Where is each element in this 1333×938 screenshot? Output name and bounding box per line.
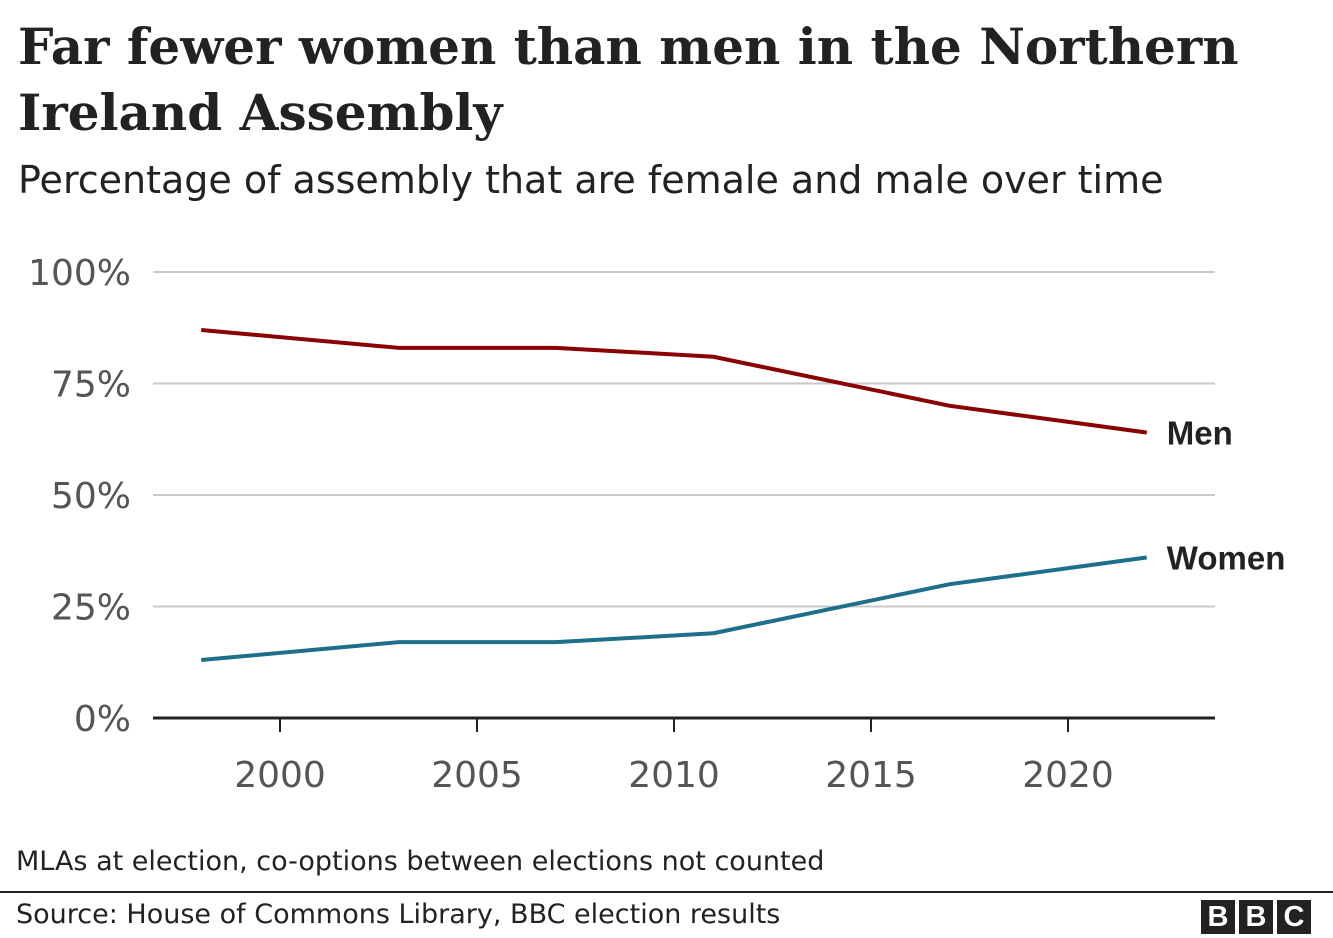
series-label-women: Women <box>1167 539 1286 576</box>
y-tick-label: 50% <box>51 476 131 517</box>
logo-letter: B <box>1239 900 1273 934</box>
bbc-logo: B B C <box>1201 900 1311 934</box>
x-tick-label: 2000 <box>234 755 326 796</box>
y-tick-label: 0% <box>74 699 131 740</box>
divider <box>0 891 1333 893</box>
series-line-women <box>201 555 1148 663</box>
x-tick-label: 2020 <box>1022 755 1114 796</box>
y-tick-label: 75% <box>51 365 131 406</box>
source-text: Source: House of Commons Library, BBC el… <box>16 899 781 930</box>
logo-letter: C <box>1277 900 1311 934</box>
x-tick-label: 2015 <box>825 755 917 796</box>
series-line-men <box>201 327 1148 435</box>
chart-title: Far fewer women than men in the Northern… <box>18 17 1239 142</box>
x-tick-label: 2005 <box>431 755 523 796</box>
series-label-men: Men <box>1167 415 1233 452</box>
x-tick-label: 2010 <box>628 755 720 796</box>
chart-subtitle: Percentage of assembly that are female a… <box>18 158 1164 202</box>
chart-note: MLAs at election, co-options between ele… <box>16 846 825 877</box>
y-tick-label: 25% <box>51 588 131 629</box>
y-tick-label: 100% <box>28 253 131 294</box>
logo-letter: B <box>1201 900 1235 934</box>
